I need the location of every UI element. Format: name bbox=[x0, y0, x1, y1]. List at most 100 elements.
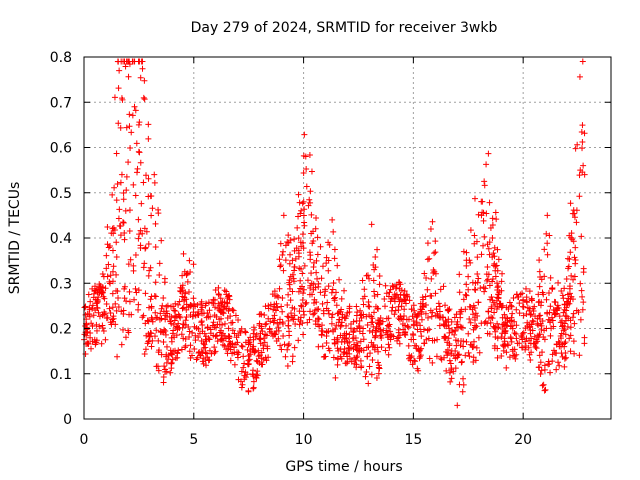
data-point bbox=[277, 262, 284, 269]
data-point bbox=[187, 355, 194, 362]
data-point bbox=[526, 307, 533, 314]
data-point bbox=[296, 321, 303, 328]
data-point bbox=[486, 282, 493, 289]
data-point bbox=[458, 359, 465, 366]
data-point bbox=[114, 353, 121, 360]
data-point bbox=[418, 308, 425, 315]
data-point bbox=[556, 343, 563, 350]
data-point bbox=[202, 344, 209, 351]
data-point bbox=[378, 332, 385, 339]
data-point bbox=[447, 378, 454, 385]
data-point bbox=[398, 303, 405, 310]
data-point bbox=[238, 384, 245, 391]
data-point bbox=[417, 352, 424, 359]
data-point bbox=[524, 304, 531, 311]
data-point bbox=[254, 372, 261, 379]
data-point bbox=[331, 295, 338, 302]
data-point bbox=[175, 301, 182, 308]
data-point bbox=[190, 295, 197, 302]
data-point bbox=[125, 73, 132, 80]
data-point bbox=[114, 288, 121, 295]
data-point bbox=[189, 313, 196, 320]
data-point bbox=[499, 321, 506, 328]
data-point bbox=[381, 295, 388, 302]
data-point bbox=[163, 359, 170, 366]
data-point bbox=[567, 348, 574, 355]
data-point bbox=[387, 328, 394, 335]
data-point bbox=[466, 257, 473, 264]
data-point bbox=[229, 327, 236, 334]
data-point bbox=[435, 300, 442, 307]
data-point bbox=[448, 365, 455, 372]
data-point bbox=[232, 312, 239, 319]
data-point bbox=[323, 340, 330, 347]
data-point bbox=[286, 332, 293, 339]
data-point bbox=[468, 342, 475, 349]
data-point bbox=[285, 317, 292, 324]
data-point bbox=[573, 219, 580, 226]
data-point bbox=[250, 378, 257, 385]
data-point bbox=[451, 314, 458, 321]
data-point bbox=[103, 252, 110, 259]
data-point bbox=[93, 300, 100, 307]
data-point bbox=[422, 310, 429, 317]
data-point bbox=[217, 336, 224, 343]
data-point bbox=[481, 182, 488, 189]
data-point bbox=[562, 339, 569, 346]
data-point bbox=[113, 150, 120, 157]
data-point bbox=[407, 357, 414, 364]
data-point bbox=[526, 288, 533, 295]
data-point bbox=[471, 286, 478, 293]
data-point bbox=[135, 301, 142, 308]
data-point bbox=[172, 355, 179, 362]
data-point bbox=[132, 252, 139, 259]
data-point bbox=[126, 298, 133, 305]
data-point bbox=[126, 311, 133, 318]
data-point bbox=[392, 285, 399, 292]
data-point bbox=[138, 200, 145, 207]
data-point bbox=[579, 58, 586, 65]
data-point bbox=[499, 325, 506, 332]
data-point bbox=[115, 303, 122, 310]
data-point bbox=[485, 271, 492, 278]
data-point bbox=[341, 338, 348, 345]
data-point bbox=[480, 284, 487, 291]
data-point bbox=[516, 300, 523, 307]
data-point bbox=[389, 282, 396, 289]
data-point bbox=[570, 338, 577, 345]
data-point bbox=[242, 329, 249, 336]
data-point bbox=[159, 302, 166, 309]
data-point bbox=[321, 292, 328, 299]
data-point bbox=[365, 299, 372, 306]
data-point bbox=[295, 250, 302, 257]
data-point bbox=[306, 152, 313, 159]
x-tick-label: 20 bbox=[514, 432, 532, 448]
data-point bbox=[401, 287, 408, 294]
data-point bbox=[152, 293, 159, 300]
data-point bbox=[287, 297, 294, 304]
data-point bbox=[459, 324, 466, 331]
data-point bbox=[311, 310, 318, 317]
data-point bbox=[118, 341, 125, 348]
data-point bbox=[125, 261, 132, 268]
data-point bbox=[82, 350, 89, 357]
data-point bbox=[326, 241, 333, 248]
data-point bbox=[549, 358, 556, 365]
data-point bbox=[385, 341, 392, 348]
data-point bbox=[246, 356, 253, 363]
data-point bbox=[146, 333, 153, 340]
data-point bbox=[523, 285, 530, 292]
data-point bbox=[188, 352, 195, 359]
data-point bbox=[120, 196, 127, 203]
data-point bbox=[322, 353, 329, 360]
data-point bbox=[300, 169, 307, 176]
data-point bbox=[109, 225, 116, 232]
data-point bbox=[560, 309, 567, 316]
data-point bbox=[109, 290, 116, 297]
data-point bbox=[491, 309, 498, 316]
data-point bbox=[504, 341, 511, 348]
data-point bbox=[145, 318, 152, 325]
data-point bbox=[278, 346, 285, 353]
data-point bbox=[251, 349, 258, 356]
data-point bbox=[576, 193, 583, 200]
